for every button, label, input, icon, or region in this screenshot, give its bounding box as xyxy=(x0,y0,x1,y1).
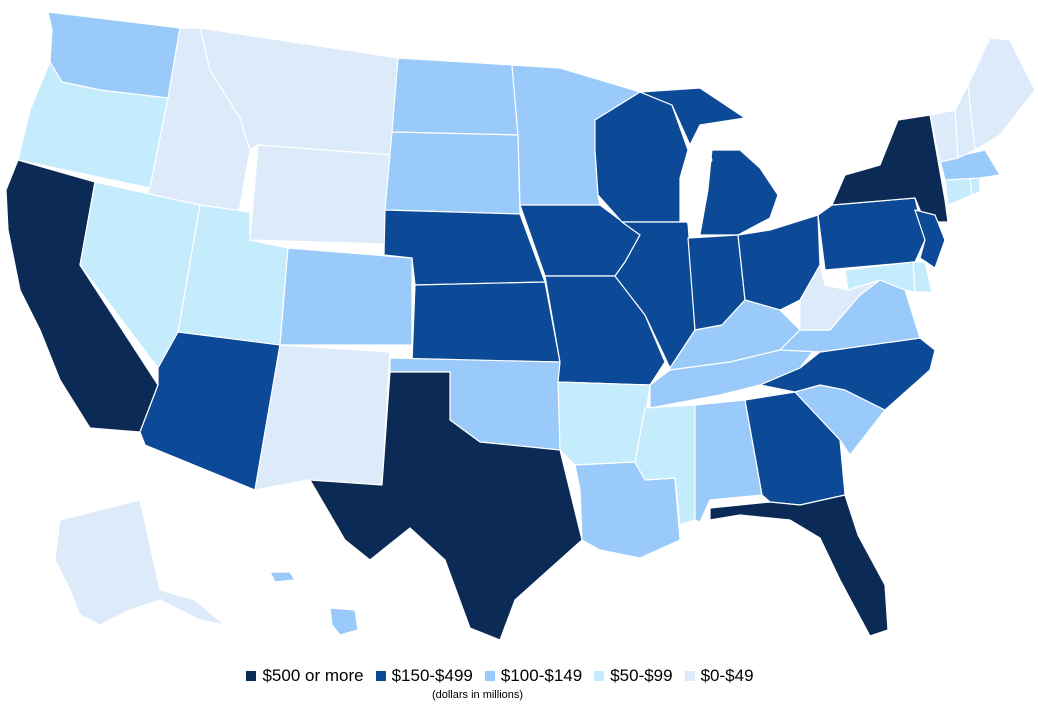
legend-swatch xyxy=(484,671,495,681)
us-choropleth-map xyxy=(5,11,1036,641)
legend-swatch xyxy=(594,671,605,681)
state-ME xyxy=(967,37,1036,151)
state-AK xyxy=(54,499,226,626)
state-WI xyxy=(594,91,689,223)
state-TN xyxy=(649,344,819,409)
lake-michigan xyxy=(681,129,713,236)
map-legend: $500 or more $150-$499 $100-$149 $50-$99… xyxy=(0,666,1000,686)
state-MD xyxy=(844,261,916,293)
state-TX xyxy=(309,371,583,641)
state-FL xyxy=(709,494,889,637)
state-CT xyxy=(944,177,973,206)
state-NJ xyxy=(914,209,946,269)
legend-label: $500 or more xyxy=(262,666,364,685)
state-PA xyxy=(817,197,926,271)
state-HI xyxy=(269,571,296,583)
state-HI2 xyxy=(329,607,359,636)
legend-label: $150-$499 xyxy=(391,666,473,685)
state-ND xyxy=(391,57,519,136)
state-NC xyxy=(759,337,936,411)
legend-item-0-49: $0-$49 xyxy=(684,666,754,686)
legend-item-500-or-more: $500 or more xyxy=(246,666,364,686)
state-KS xyxy=(411,281,561,363)
legend-label: $50-$99 xyxy=(610,666,673,685)
state-DE xyxy=(912,261,933,293)
state-SD xyxy=(384,131,521,215)
legend-item-150-499: $150-$499 xyxy=(375,666,473,686)
legend-swatch xyxy=(375,671,386,681)
legend-label: $100-$149 xyxy=(500,666,583,685)
state-WY xyxy=(249,144,393,245)
state-MI xyxy=(639,87,746,146)
state-CO xyxy=(279,247,413,346)
legend-item-50-99: $50-$99 xyxy=(594,666,673,686)
state-RI xyxy=(969,177,981,196)
legend-item-100-149: $100-$149 xyxy=(484,666,583,686)
legend-swatch xyxy=(246,671,257,681)
state-NY xyxy=(831,114,949,223)
legend-note: (dollars in millions) xyxy=(431,689,524,701)
legend-swatch xyxy=(684,671,695,681)
legend-label: $0-$49 xyxy=(700,666,754,685)
